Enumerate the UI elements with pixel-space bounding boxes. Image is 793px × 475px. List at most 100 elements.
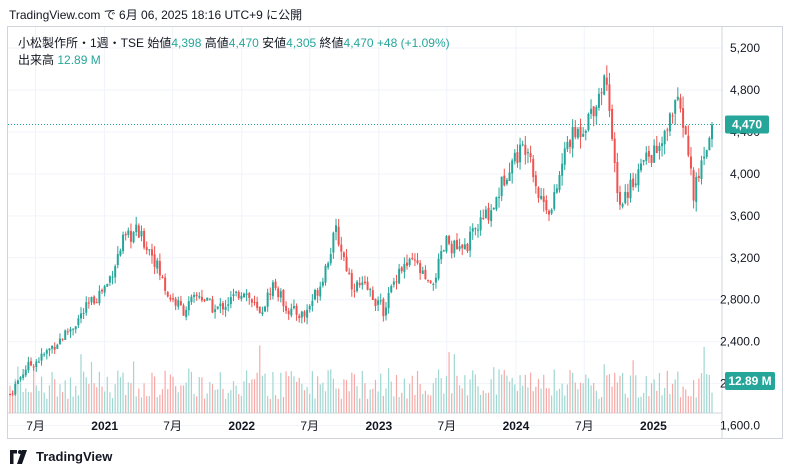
- candle-body: [35, 361, 38, 367]
- candle-body: [245, 293, 248, 295]
- volume-bar: [451, 393, 453, 413]
- volume-bar: [83, 371, 85, 413]
- candle-body: [692, 170, 695, 201]
- volume-bar: [503, 369, 505, 413]
- candle-body: [403, 263, 406, 272]
- y-tick-label: 4,800: [730, 83, 760, 97]
- volume-bar: [338, 388, 340, 413]
- volume-bar: [251, 379, 253, 413]
- candle-body: [590, 108, 593, 114]
- candle-body: [395, 281, 398, 283]
- volume-bar: [303, 390, 306, 413]
- volume-bar: [161, 389, 164, 413]
- volume-bar: [543, 374, 545, 413]
- volume-bar: [206, 393, 208, 413]
- volume-bar: [569, 370, 571, 413]
- candle-body: [51, 345, 54, 349]
- footer-brand[interactable]: TradingView: [8, 449, 112, 464]
- volume-bar: [90, 361, 93, 413]
- volume-bar: [222, 388, 224, 413]
- volume-bar: [414, 394, 416, 413]
- x-axis: 7月 2021 7月 2022 7月 2023 7月 2024 7月 2025: [26, 419, 667, 433]
- last-price-tag-text: 4,470: [732, 118, 762, 132]
- volume-bar: [669, 394, 671, 413]
- volume-bar: [317, 376, 319, 413]
- volume-bar: [366, 398, 369, 413]
- volume-bar: [285, 371, 287, 413]
- volume-bar: [159, 394, 161, 413]
- volume-bar: [661, 395, 663, 413]
- volume-bar: [598, 398, 600, 413]
- volume-bar: [477, 386, 479, 413]
- volume-bar: [172, 376, 174, 413]
- volume-bar: [516, 391, 519, 413]
- candle-body: [324, 265, 327, 283]
- chart-frame[interactable]: [7, 26, 783, 439]
- candle-body: [511, 160, 514, 174]
- candle-body: [16, 380, 19, 384]
- volume-bar: [666, 370, 668, 413]
- volume-bar: [482, 390, 484, 413]
- volume-bar: [345, 380, 348, 413]
- volume-bar: [490, 379, 492, 413]
- volume-bar: [385, 388, 387, 413]
- volume-bar: [306, 386, 308, 413]
- candle-body: [498, 196, 501, 199]
- volume-bar: [445, 375, 448, 413]
- volume-tag-text: 12.89 M: [728, 374, 771, 388]
- volume-bar: [48, 385, 51, 413]
- candle-body: [540, 195, 543, 199]
- volume-bar: [648, 396, 650, 413]
- candle-body: [605, 77, 608, 85]
- volume-bar: [314, 398, 316, 413]
- candle-body: [327, 263, 330, 268]
- candle-body: [411, 258, 414, 260]
- volume-bar: [466, 395, 469, 413]
- x-tick-label: 2022: [228, 419, 255, 433]
- candle-body: [516, 152, 519, 163]
- candle-body: [592, 106, 595, 117]
- candle-body: [137, 225, 140, 238]
- volume-bar: [551, 395, 553, 413]
- candle-body: [237, 292, 240, 299]
- volume-bar: [514, 384, 516, 413]
- candle-body: [358, 282, 361, 286]
- candle-body: [471, 228, 474, 232]
- volume-bar: [574, 382, 576, 413]
- candle-body: [429, 280, 432, 283]
- candle-body: [95, 302, 98, 304]
- volume-bar: [140, 397, 143, 413]
- volume-bar: [608, 374, 611, 413]
- candle-body: [705, 150, 708, 157]
- candle-body: [185, 309, 188, 318]
- candle-body: [48, 348, 51, 351]
- candle-body: [537, 187, 540, 198]
- candle-body: [442, 250, 445, 252]
- volume-bar: [687, 396, 689, 413]
- volume-bar: [209, 382, 211, 413]
- volume-bar: [193, 393, 195, 413]
- candle-body: [484, 209, 487, 219]
- volume-bar: [232, 381, 235, 413]
- volume-bar: [12, 390, 14, 413]
- candle-body: [132, 231, 135, 243]
- volume-bar: [61, 392, 64, 413]
- volume-bar: [485, 393, 487, 413]
- legend-ohlc-row: 小松製作所・1週・TSE 始値4,398 高値4,470 安値4,305 終値4…: [18, 35, 450, 52]
- candle-body: [474, 228, 477, 230]
- volume-bar: [119, 377, 122, 413]
- volume-bar: [290, 371, 292, 413]
- candle-body: [122, 234, 125, 252]
- volume-bar: [274, 395, 277, 413]
- volume-bar: [577, 389, 579, 413]
- volume-bar: [322, 382, 324, 413]
- volume-bar: [51, 372, 53, 413]
- candle-body: [229, 297, 232, 305]
- candle-body: [526, 152, 529, 154]
- volume-bar: [361, 370, 363, 413]
- candle-body: [374, 298, 377, 307]
- volume-bar: [456, 375, 458, 413]
- volume-bar: [430, 395, 432, 413]
- volume-bar: [692, 380, 695, 413]
